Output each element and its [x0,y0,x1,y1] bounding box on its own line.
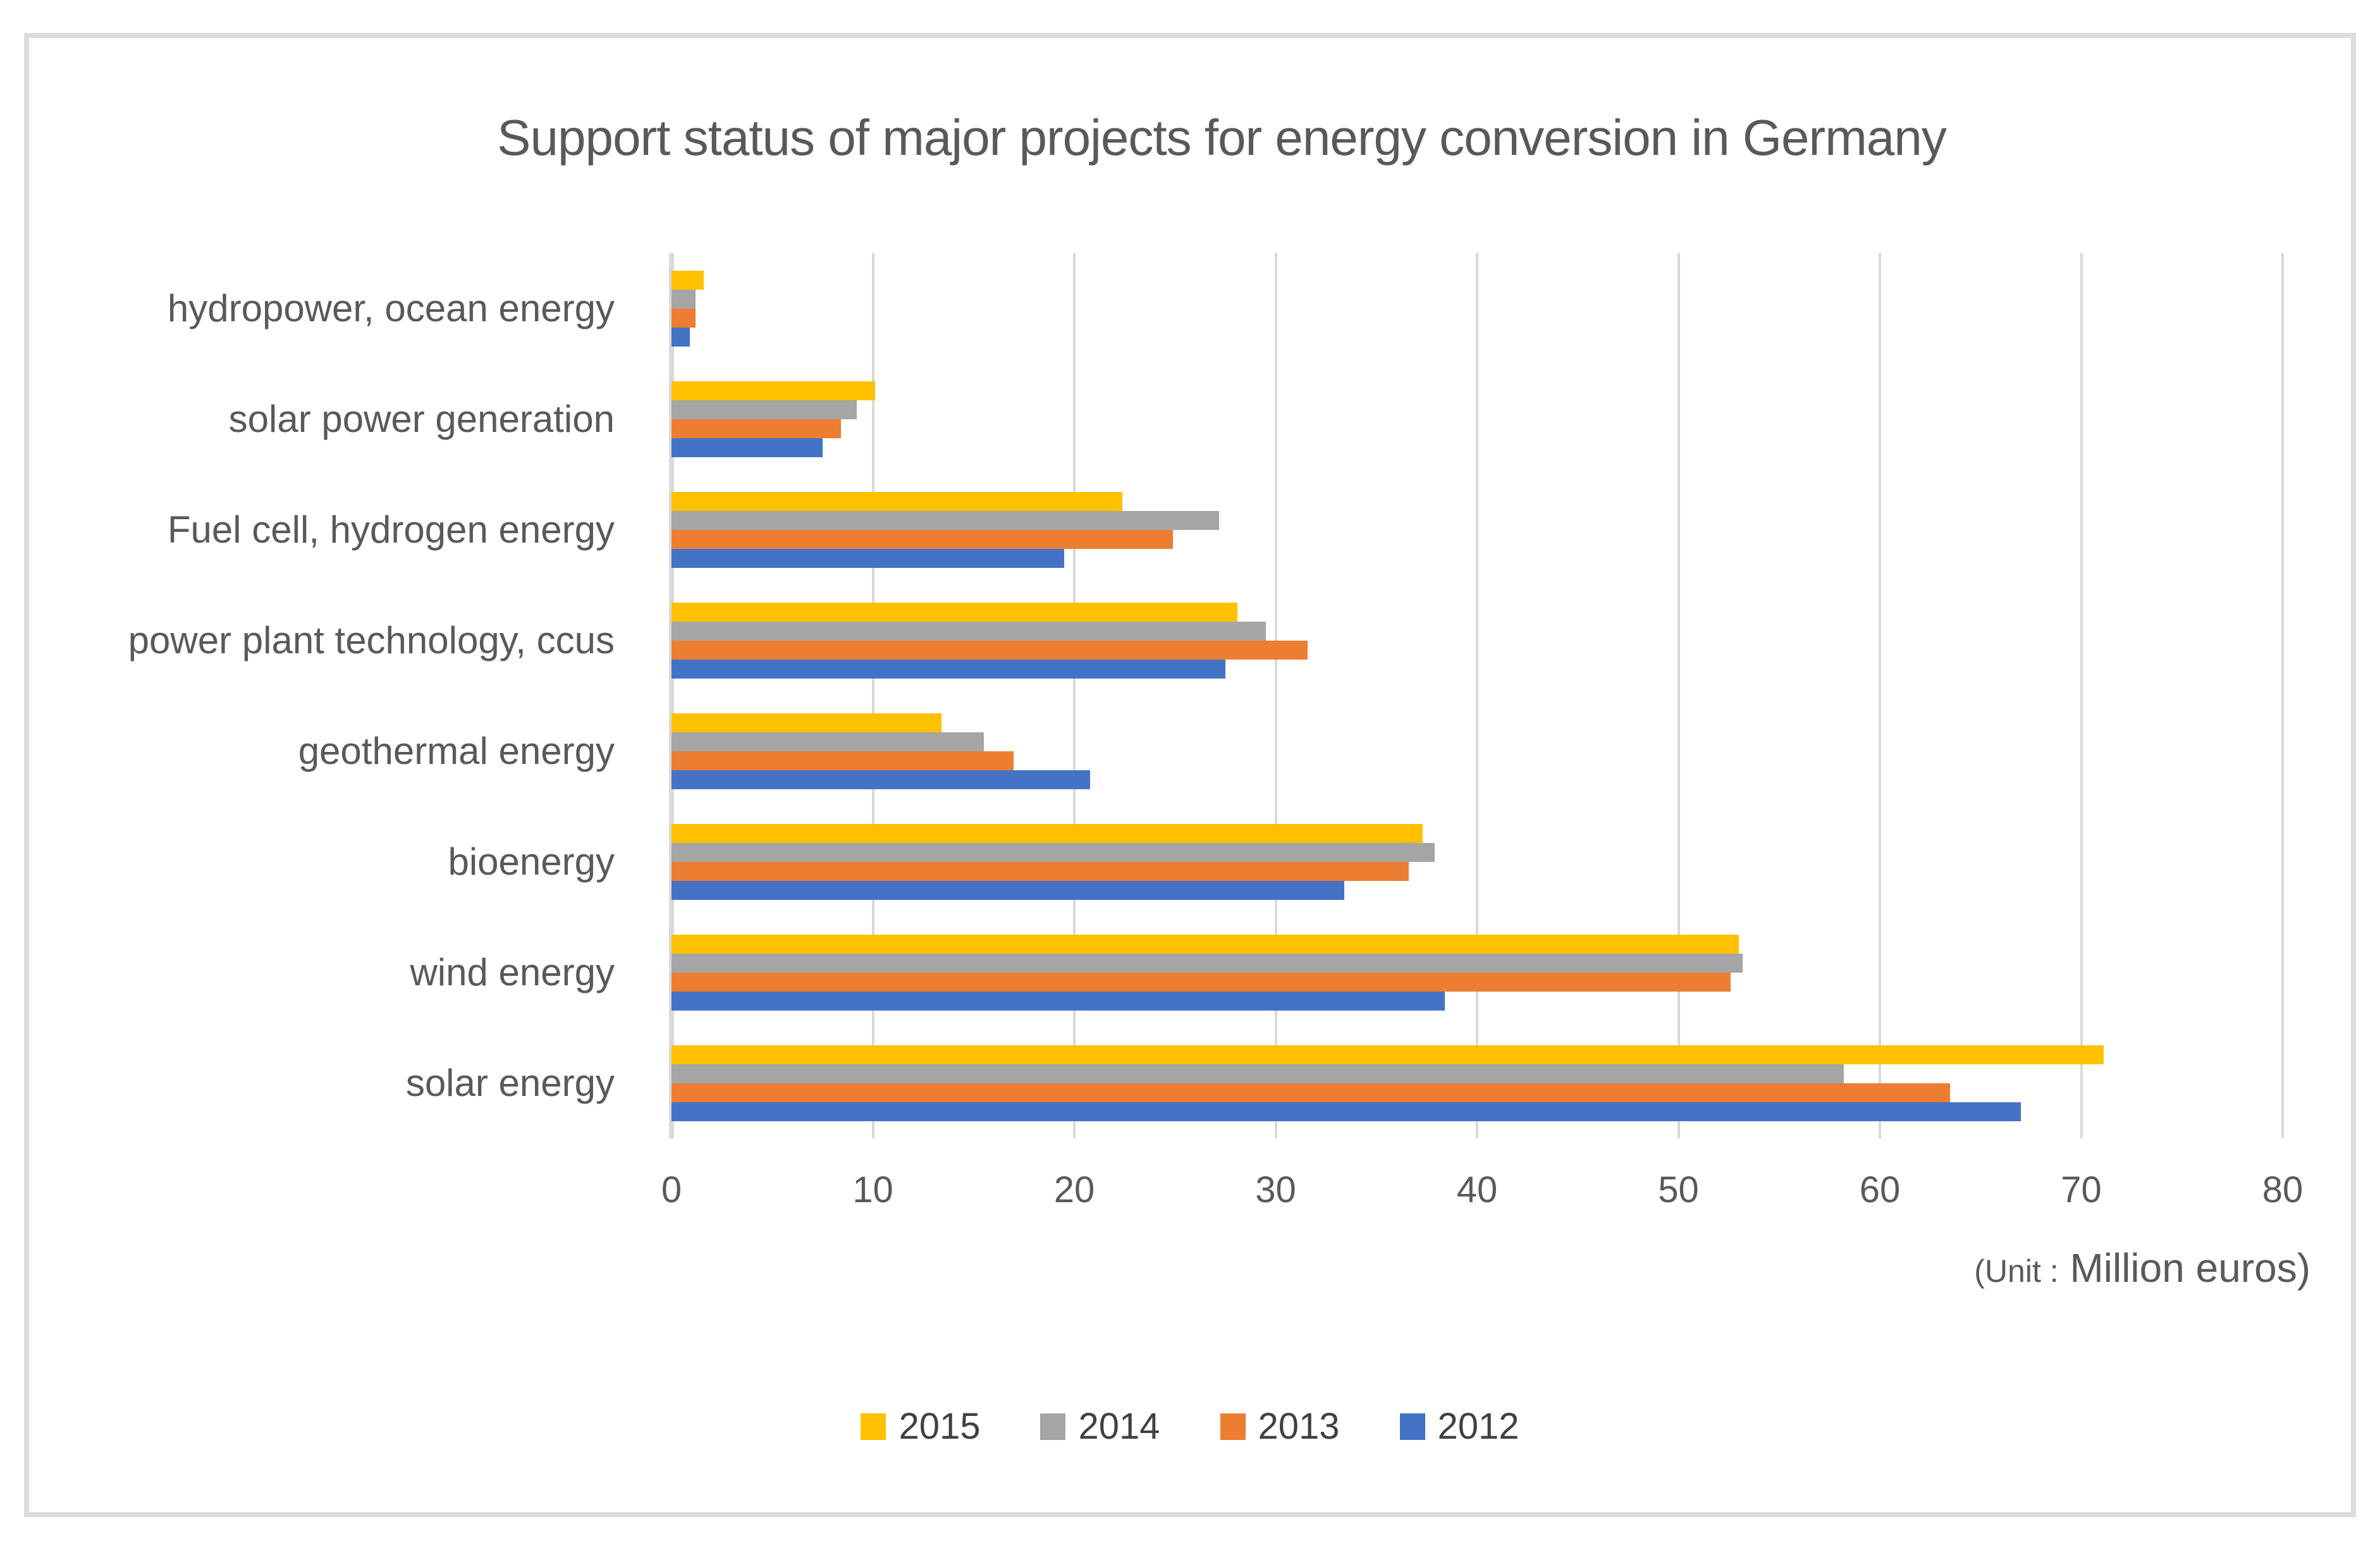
category-label: Fuel cell, hydrogen energy [167,508,615,551]
bar-2013 [672,861,1409,881]
bar-2015 [672,270,704,290]
gridline-10 [871,253,874,1138]
legend-label: 2014 [1078,1406,1160,1447]
bar-2014 [672,1064,1844,1083]
category-label: wind energy [410,951,615,993]
bar-2012 [672,770,1091,789]
gridline-30 [1274,253,1277,1138]
bar-2013 [672,640,1308,660]
legend-label: 2013 [1258,1406,1340,1447]
gridline-70 [2080,253,2083,1138]
bar-2014 [672,953,1743,973]
bar-2013 [672,419,841,438]
bar-2014 [672,732,984,751]
bar-2014 [672,621,1266,641]
bar-2014 [672,510,1220,530]
bar-2015 [672,713,942,732]
value-axis: 0 10 20 30 40 50 60 70 80 [0,1169,2380,1219]
plot-area [669,253,2284,1138]
chart-border-frame [24,33,2356,1517]
category-label: bioenergy [448,840,615,883]
legend-item-2015: 2015 [861,1405,980,1448]
gridline-60 [1879,253,1881,1138]
unit-note-main: Million euros) [2058,1245,2310,1291]
bar-2015 [672,934,1739,954]
gridline-50 [1677,253,1680,1138]
category-label: power plant technology, ccus [128,619,615,661]
category-axis: hydropower, ocean energy solar power gene… [0,253,640,1138]
unit-note-prefix: (Unit : [1974,1253,2059,1289]
bar-2012 [672,659,1225,679]
legend-item-2012: 2012 [1399,1405,1519,1448]
bar-2012 [672,327,690,347]
bar-2013 [672,972,1731,992]
gridline-40 [1476,253,1478,1138]
bar-2015 [672,381,875,400]
bar-2012 [672,991,1445,1011]
x-tick-label: 40 [1456,1169,1498,1210]
legend: 2015 2014 2013 2012 [0,1405,2380,1448]
legend-label: 2015 [899,1406,981,1447]
bar-2012 [672,880,1344,900]
gridline-20 [1073,253,1076,1138]
bar-2015 [672,491,1123,511]
bar-2015 [672,602,1237,622]
bar-2013 [672,308,696,328]
category-label: solar energy [405,1062,615,1104]
x-tick-label: 80 [2262,1169,2303,1210]
bar-2013 [672,529,1174,549]
x-tick-label: 0 [661,1169,682,1210]
x-tick-label: 50 [1658,1169,1699,1210]
category-label: hydropower, ocean energy [167,287,615,329]
category-label: geothermal energy [298,730,615,772]
axis-zero-line [669,253,674,1138]
legend-swatch-2014 [1040,1413,1066,1440]
gridline-80 [2281,253,2284,1138]
bar-2012 [672,438,823,457]
x-tick-label: 20 [1053,1169,1095,1210]
x-tick-label: 60 [1859,1169,1901,1210]
legend-item-2014: 2014 [1040,1405,1160,1448]
legend-swatch-2015 [861,1413,886,1440]
category-label: solar power generation [228,398,615,440]
x-tick-label: 70 [2061,1169,2102,1210]
bar-2013 [672,751,1014,770]
bar-2013 [672,1083,1951,1102]
chart-title: Support status of major projects for ene… [497,109,1947,166]
legend-swatch-2012 [1399,1413,1425,1440]
x-tick-label: 30 [1255,1169,1296,1210]
bar-2015 [672,823,1423,843]
bar-2014 [672,400,857,419]
bar-2012 [672,1102,2021,1121]
x-tick-label: 10 [852,1169,893,1210]
unit-note: (Unit : Million euros) [1974,1245,2310,1291]
bar-2012 [672,548,1065,568]
legend-swatch-2013 [1220,1413,1246,1440]
bar-2015 [672,1045,2104,1064]
bar-2014 [672,289,696,309]
legend-item-2013: 2013 [1220,1405,1340,1448]
legend-label: 2012 [1437,1406,1519,1447]
bar-2014 [672,842,1435,862]
